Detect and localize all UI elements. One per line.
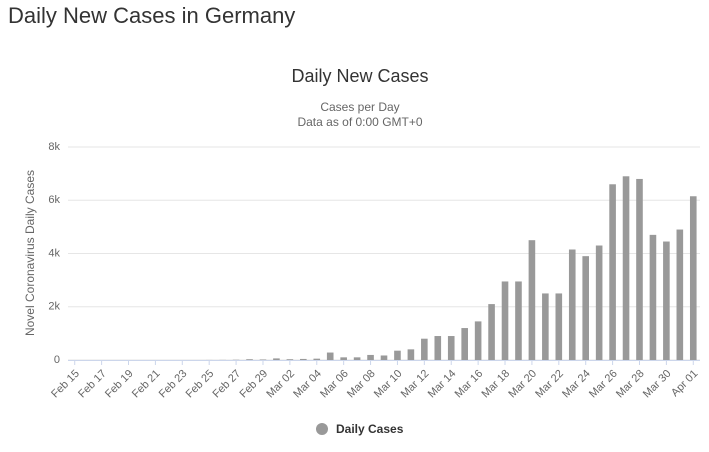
x-tick-label: Mar 24 <box>560 368 593 401</box>
bar <box>246 359 253 360</box>
bar <box>447 336 455 360</box>
x-tick-label: Mar 18 <box>479 368 512 401</box>
y-tick-label: 4k <box>48 247 60 259</box>
bar <box>286 359 294 360</box>
bar <box>528 240 536 360</box>
x-tick-label: Mar 26 <box>587 368 620 401</box>
x-tick-label: Mar 20 <box>506 368 539 401</box>
bar <box>300 358 307 360</box>
x-tick-label: Feb 17 <box>76 368 109 401</box>
bar <box>542 293 549 360</box>
bar <box>663 241 670 360</box>
bar <box>488 304 495 360</box>
bar <box>273 358 280 360</box>
x-tick-label: Mar 02 <box>264 368 297 401</box>
x-tick-label: Apr 01 <box>669 368 700 399</box>
x-tick-label: Mar 06 <box>318 368 351 401</box>
y-tick-label: 2k <box>48 301 60 313</box>
x-tick-label: Feb 29 <box>237 368 270 401</box>
page-title: Daily New Cases in Germany <box>8 3 295 28</box>
bar <box>380 355 388 360</box>
x-tick-label: Feb 23 <box>157 368 190 401</box>
bar <box>582 256 590 360</box>
legend-label: Daily Cases <box>336 422 404 436</box>
bar <box>595 245 603 360</box>
x-tick-label: Mar 30 <box>641 368 674 401</box>
x-tick-label: Feb 25 <box>184 368 217 401</box>
bar <box>421 338 428 360</box>
bar <box>689 196 697 360</box>
bar <box>636 178 643 360</box>
bar <box>340 357 347 360</box>
x-tick-label: Feb 19 <box>103 368 136 401</box>
x-tick-label: Mar 12 <box>399 368 432 401</box>
bar <box>407 349 415 360</box>
bar <box>434 336 442 360</box>
bar <box>353 357 361 360</box>
y-tick-label: 6k <box>48 194 60 206</box>
bar <box>609 184 616 360</box>
x-tick-label: Mar 04 <box>291 368 324 401</box>
chart-title: Daily New Cases <box>291 66 428 86</box>
bar <box>555 293 563 360</box>
bar <box>676 229 684 360</box>
bar <box>622 176 630 360</box>
chart-subtitle: Data as of 0:00 GMT+0 <box>297 115 422 129</box>
bar <box>259 359 267 360</box>
bar <box>394 350 401 360</box>
x-tick-label: Mar 16 <box>453 368 486 401</box>
x-tick-label: Feb 15 <box>49 368 82 401</box>
bar <box>461 328 468 360</box>
bar <box>326 352 334 360</box>
bar <box>568 249 576 360</box>
bar <box>474 321 482 360</box>
x-tick-label: Mar 14 <box>426 368 459 401</box>
y-axis-title: Novel Coronavirus Daily Cases <box>23 170 37 336</box>
bar <box>501 281 509 360</box>
legend-marker <box>316 423 328 435</box>
bar <box>367 354 374 360</box>
y-tick-label: 8k <box>48 141 60 153</box>
bar <box>313 358 321 360</box>
x-tick-label: Mar 28 <box>614 368 647 401</box>
y-tick-label: 0 <box>54 354 60 366</box>
bar <box>515 281 522 360</box>
chart-subtitle: Cases per Day <box>320 100 399 114</box>
x-tick-label: Feb 27 <box>211 368 244 401</box>
bar <box>649 234 657 360</box>
x-tick-label: Feb 21 <box>130 368 163 401</box>
x-tick-label: Mar 22 <box>533 368 566 401</box>
x-tick-label: Mar 10 <box>372 368 405 401</box>
x-tick-label: Mar 08 <box>345 368 378 401</box>
